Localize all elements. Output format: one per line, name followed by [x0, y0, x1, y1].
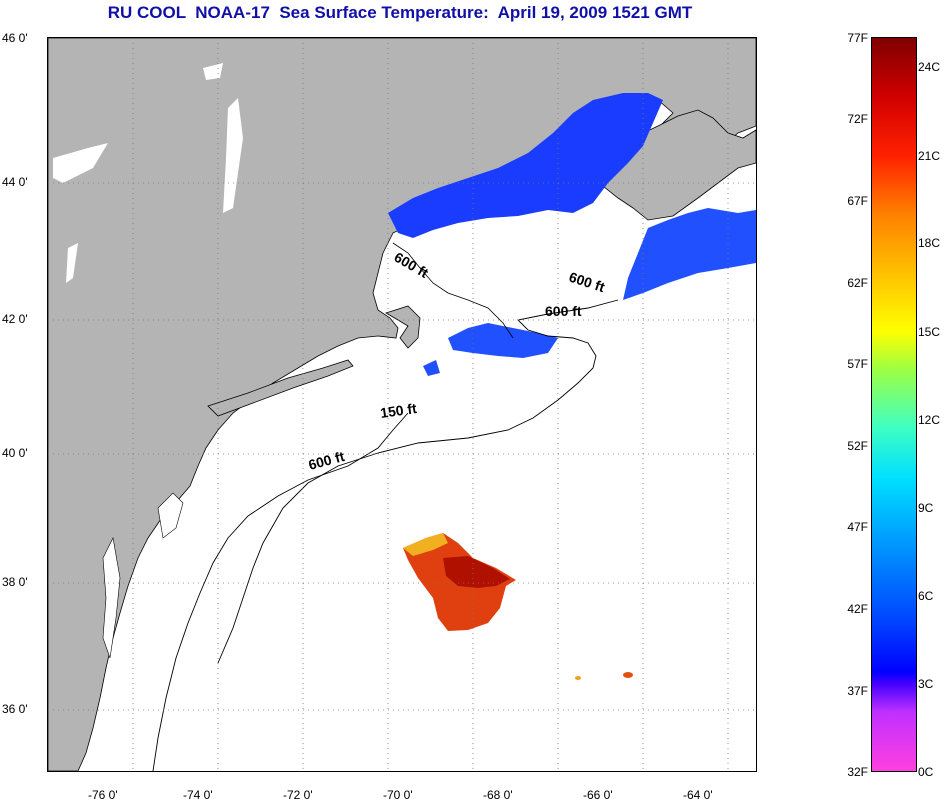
- lon-label: -66 0': [583, 788, 613, 802]
- lon-label: -74 0': [183, 788, 213, 802]
- land-nova-scotia: [592, 109, 756, 221]
- colorbar-f-label: 42F: [847, 602, 868, 616]
- colorbar-f-label: 62F: [847, 276, 868, 290]
- contour-label: 150 ft: [379, 400, 418, 421]
- map-title: RU COOL NOAA-17 Sea Surface Temperature:…: [107, 3, 693, 22]
- lat-label: 44 0': [2, 175, 28, 189]
- lat-label: 46 0': [2, 31, 28, 45]
- graticule: [48, 38, 756, 771]
- colorbar-f-label: 32F: [847, 765, 868, 779]
- land-long-island: [207, 359, 354, 417]
- colorbar-c-label: 9C: [918, 501, 934, 515]
- colorbar-c-label: 6C: [918, 589, 934, 603]
- contour-gulf-600ft: [392, 242, 514, 339]
- cold-water-patch: [423, 360, 440, 376]
- lat-label: 40 0': [2, 446, 28, 460]
- colorbar-f-label: 72F: [847, 112, 868, 126]
- lon-label: -70 0': [383, 788, 413, 802]
- colorbar-f-label: 77F: [847, 31, 868, 45]
- temperature-colorbar: [871, 37, 917, 772]
- lon-label: -68 0': [483, 788, 513, 802]
- contour-600ft: [217, 299, 619, 664]
- lake: [66, 243, 78, 283]
- warm-water-edge: [403, 533, 448, 556]
- colorbar-f-label: 37F: [847, 684, 868, 698]
- cold-water-scotian-shelf: [623, 208, 756, 300]
- colorbar-f-label: 67F: [847, 194, 868, 208]
- contour-label: 600 ft: [567, 269, 607, 296]
- colorbar-c-label: 21C: [918, 149, 941, 163]
- contour-label: 600 ft: [307, 448, 347, 473]
- colorbar-f-label: 57F: [847, 357, 868, 371]
- lat-label: 42 0': [2, 312, 28, 326]
- land-cape-cod: [385, 305, 421, 349]
- lon-label: -64 0': [683, 788, 713, 802]
- cold-water-georges: [448, 323, 558, 358]
- warm-water-core: [443, 556, 510, 588]
- colorbar-c-label: 12C: [918, 413, 941, 427]
- colorbar-c-label: 3C: [918, 677, 934, 691]
- colorbar-c-label: 18C: [918, 236, 941, 250]
- colorbar-c-label: 0C: [918, 765, 934, 779]
- warm-water-spot: [623, 672, 633, 678]
- chesapeake-bay: [102, 537, 121, 659]
- colorbar-c-label: 24C: [918, 60, 941, 74]
- colorbar-f-label: 52F: [847, 439, 868, 453]
- lake: [223, 98, 243, 213]
- cold-water-gulf-of-maine: [388, 93, 663, 238]
- lon-label: -72 0': [283, 788, 313, 802]
- sst-map[interactable]: 600 ft 600 ft 600 ft 150 ft 600 ft: [47, 37, 757, 772]
- contour-label: 600 ft: [392, 249, 432, 281]
- lat-label: 36 0': [2, 702, 28, 716]
- lake: [53, 143, 108, 183]
- map-canvas: 600 ft 600 ft 600 ft 150 ft 600 ft: [48, 38, 756, 771]
- contour-label: 600 ft: [545, 303, 582, 319]
- lat-label: 38 0': [2, 575, 28, 589]
- delaware-bay: [157, 492, 184, 539]
- colorbar-f-label: 47F: [847, 520, 868, 534]
- colorbar-c-label: 15C: [918, 325, 941, 339]
- lon-label: -76 0': [88, 788, 118, 802]
- warm-water-spot: [575, 676, 581, 680]
- lake: [203, 63, 223, 80]
